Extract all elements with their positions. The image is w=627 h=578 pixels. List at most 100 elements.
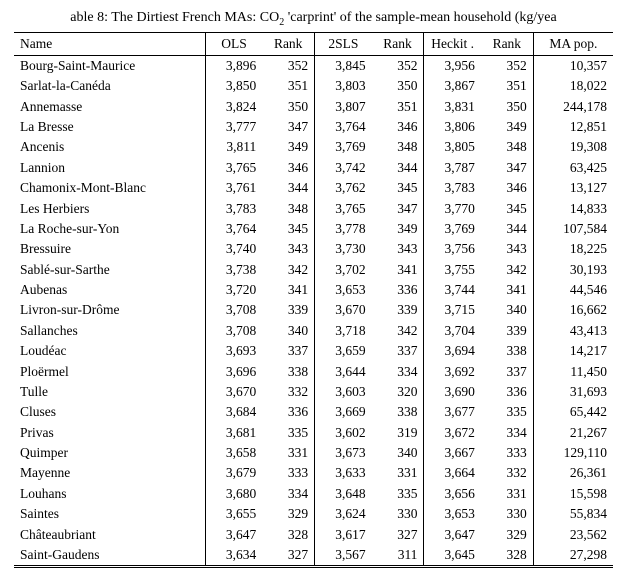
cell-value: 341 [481,280,533,300]
cell-value: 3,603 [315,382,372,402]
cell-value: 15,598 [533,484,613,504]
cell-value: 339 [481,321,533,341]
cell-value: 3,647 [205,524,262,544]
cell-value: 328 [262,524,314,544]
cell-value: 30,193 [533,260,613,280]
cell-value: 3,681 [205,423,262,443]
cell-value: 3,693 [205,341,262,361]
cell-value: 350 [372,76,424,96]
cell-value: 319 [372,423,424,443]
cell-value: 342 [481,260,533,280]
cell-value: 339 [372,300,424,320]
cell-value: 342 [372,321,424,341]
cell-value: 3,670 [315,300,372,320]
cell-value: 3,648 [315,484,372,504]
cell-value: 350 [262,97,314,117]
cell-name: Sablé-sur-Sarthe [14,260,205,280]
cell-value: 3,845 [315,55,372,76]
cell-value: 13,127 [533,178,613,198]
cell-value: 3,644 [315,361,372,381]
cell-value: 3,664 [424,463,481,483]
table-row: Sablé-sur-Sarthe3,7383423,7023413,755342… [14,260,613,280]
cell-value: 129,110 [533,443,613,463]
cell-value: 338 [481,341,533,361]
cell-value: 348 [481,137,533,157]
cell-value: 349 [481,117,533,137]
cell-value: 19,308 [533,137,613,157]
cell-value: 3,679 [205,463,262,483]
cell-name: Châteaubriant [14,524,205,544]
cell-name: Bressuire [14,239,205,259]
cell-value: 351 [481,76,533,96]
cell-value: 347 [481,158,533,178]
cell-value: 3,617 [315,524,372,544]
table-row: Saintes3,6553293,6243303,65333055,834 [14,504,613,524]
cell-value: 341 [372,260,424,280]
cell-value: 3,761 [205,178,262,198]
cell-value: 3,692 [424,361,481,381]
cell-value: 3,702 [315,260,372,280]
cell-value: 352 [481,55,533,76]
cell-value: 3,755 [424,260,481,280]
col-pop: MA pop. [533,32,613,55]
cell-value: 3,764 [315,117,372,137]
cell-value: 26,361 [533,463,613,483]
cell-value: 3,764 [205,219,262,239]
table-row: Ploërmel3,6963383,6443343,69233711,450 [14,361,613,381]
col-rank3: Rank [481,32,533,55]
cell-value: 65,442 [533,402,613,422]
cell-value: 18,022 [533,76,613,96]
cell-value: 3,806 [424,117,481,137]
cell-value: 14,217 [533,341,613,361]
cell-value: 3,672 [424,423,481,443]
cell-value: 3,694 [424,341,481,361]
cell-value: 3,690 [424,382,481,402]
cell-name: Livron-sur-Drôme [14,300,205,320]
cell-value: 3,653 [424,504,481,524]
cell-value: 331 [262,443,314,463]
cell-value: 3,730 [315,239,372,259]
table-row: Bourg-Saint-Maurice3,8963523,8453523,956… [14,55,613,76]
cell-value: 335 [372,484,424,504]
cell-value: 352 [262,55,314,76]
table-row: Aubenas3,7203413,6533363,74434144,546 [14,280,613,300]
table-body: Bourg-Saint-Maurice3,8963523,8453523,956… [14,55,613,566]
cell-value: 344 [262,178,314,198]
cell-name: Sallanches [14,321,205,341]
cell-name: Bourg-Saint-Maurice [14,55,205,76]
cell-value: 337 [481,361,533,381]
cell-value: 3,787 [424,158,481,178]
cell-value: 346 [481,178,533,198]
cell-value: 3,718 [315,321,372,341]
cell-value: 3,770 [424,198,481,218]
cell-value: 338 [262,361,314,381]
cell-value: 334 [372,361,424,381]
table-row: Sallanches3,7083403,7183423,70433943,413 [14,321,613,341]
cell-name: Annemasse [14,97,205,117]
cell-value: 3,670 [205,382,262,402]
cell-value: 352 [372,55,424,76]
cell-value: 3,720 [205,280,262,300]
cell-value: 3,708 [205,321,262,341]
cell-value: 3,624 [315,504,372,524]
col-ols: OLS [205,32,262,55]
cell-name: La Bresse [14,117,205,137]
cell-value: 343 [262,239,314,259]
cell-value: 340 [481,300,533,320]
cell-value: 332 [481,463,533,483]
cell-value: 330 [372,504,424,524]
cell-value: 340 [262,321,314,341]
cell-value: 336 [481,382,533,402]
table-row: Tulle3,6703323,6033203,69033631,693 [14,382,613,402]
cell-name: Ancenis [14,137,205,157]
cell-value: 3,744 [424,280,481,300]
cell-value: 342 [262,260,314,280]
cell-value: 328 [481,545,533,567]
table-row: Cluses3,6843363,6693383,67733565,442 [14,402,613,422]
table-row: Loudéac3,6933373,6593373,69433814,217 [14,341,613,361]
cell-value: 3,567 [315,545,372,567]
cell-value: 347 [262,117,314,137]
cell-value: 3,647 [424,524,481,544]
col-heckit: Heckit . [424,32,481,55]
cell-value: 3,715 [424,300,481,320]
